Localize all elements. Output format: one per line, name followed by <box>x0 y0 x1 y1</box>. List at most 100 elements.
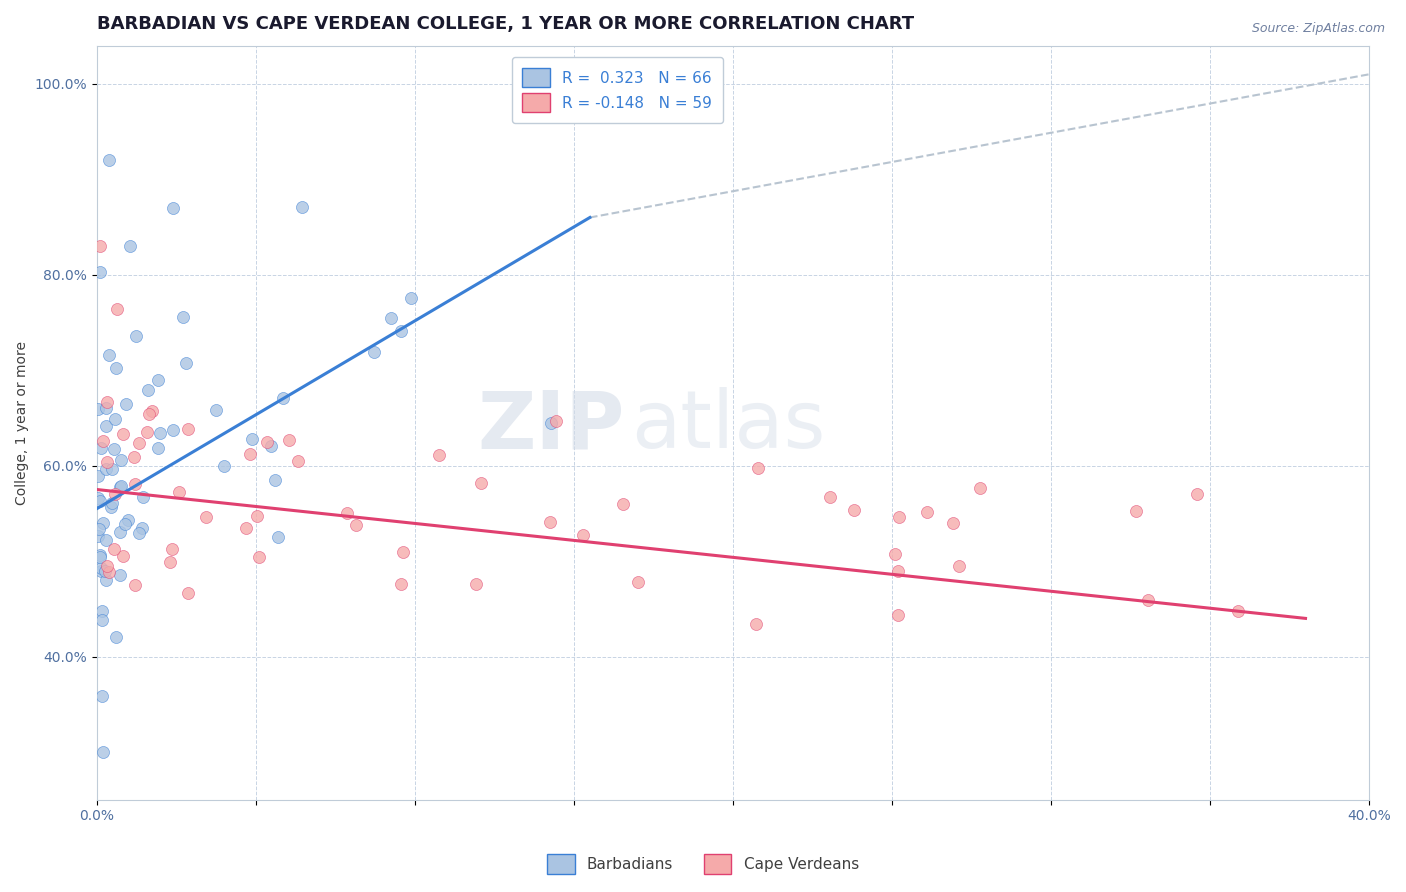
Point <box>96 533 118 548</box>
Point <box>100 461 122 475</box>
Point <box>115 397 138 411</box>
Point <box>89 265 111 279</box>
Point <box>96 559 118 574</box>
Point <box>132 490 155 504</box>
Point <box>89 550 111 565</box>
Point <box>125 329 148 343</box>
Point <box>120 239 142 253</box>
Point <box>111 549 134 563</box>
Point <box>363 345 385 359</box>
Point <box>948 558 970 573</box>
Point <box>336 507 359 521</box>
Point <box>110 479 132 493</box>
Point <box>96 395 118 409</box>
Point <box>256 435 278 450</box>
Point <box>159 555 181 569</box>
Point <box>612 496 634 510</box>
Point <box>246 508 269 523</box>
Point <box>212 459 235 474</box>
Point <box>427 448 450 462</box>
Legend: Barbadians, Cape Verdeans: Barbadians, Cape Verdeans <box>541 848 865 880</box>
Point <box>128 435 150 450</box>
Point <box>110 453 132 467</box>
Text: BARBADIAN VS CAPE VERDEAN COLLEGE, 1 YEAR OR MORE CORRELATION CHART: BARBADIAN VS CAPE VERDEAN COLLEGE, 1 YEA… <box>97 15 914 33</box>
Point <box>122 450 145 465</box>
Point <box>108 524 131 539</box>
Point <box>344 518 367 533</box>
Text: atlas: atlas <box>631 387 825 466</box>
Point <box>969 481 991 495</box>
Point <box>94 574 117 588</box>
Point <box>141 403 163 417</box>
Point <box>240 433 263 447</box>
Point <box>291 200 314 214</box>
Point <box>90 689 112 703</box>
Point <box>89 239 111 253</box>
Point <box>820 490 842 504</box>
Point <box>97 348 120 362</box>
Point <box>110 568 132 582</box>
Point <box>572 528 595 542</box>
Point <box>103 442 125 457</box>
Point <box>247 549 270 564</box>
Point <box>104 361 127 376</box>
Point <box>167 485 190 500</box>
Point <box>146 441 169 455</box>
Point <box>886 565 908 579</box>
Point <box>87 469 110 483</box>
Point <box>204 403 226 417</box>
Point <box>91 434 114 448</box>
Point <box>177 586 200 600</box>
Point <box>162 423 184 437</box>
Point <box>470 475 492 490</box>
Point <box>1185 487 1208 501</box>
Point <box>540 417 562 431</box>
Point <box>105 301 128 316</box>
Point <box>842 503 865 517</box>
Y-axis label: College, 1 year or more: College, 1 year or more <box>15 341 30 505</box>
Point <box>94 401 117 415</box>
Point <box>744 616 766 631</box>
Point <box>89 494 111 508</box>
Point <box>162 542 184 557</box>
Point <box>124 476 146 491</box>
Point <box>131 520 153 534</box>
Point <box>380 311 402 326</box>
Point <box>149 425 172 440</box>
Point <box>96 455 118 469</box>
Point <box>87 491 110 506</box>
Point <box>108 480 131 494</box>
Point <box>93 564 115 578</box>
Point <box>915 505 938 519</box>
Point <box>91 604 114 618</box>
Point <box>401 291 423 305</box>
Point <box>465 577 488 591</box>
Point <box>111 426 134 441</box>
Point <box>138 407 160 421</box>
Point <box>264 473 287 487</box>
Point <box>87 522 110 536</box>
Point <box>389 576 412 591</box>
Point <box>886 608 908 623</box>
Point <box>177 422 200 436</box>
Point <box>287 454 309 468</box>
Point <box>94 462 117 476</box>
Point <box>97 153 120 168</box>
Point <box>260 439 283 453</box>
Point <box>124 578 146 592</box>
Point <box>235 521 257 535</box>
Point <box>271 392 294 406</box>
Point <box>162 201 184 215</box>
Point <box>1137 593 1160 607</box>
Point <box>128 526 150 541</box>
Point <box>172 310 194 324</box>
Point <box>546 414 568 428</box>
Point <box>98 565 121 579</box>
Point <box>267 530 290 544</box>
Point <box>1227 604 1250 618</box>
Point <box>146 373 169 387</box>
Point <box>942 516 965 530</box>
Point <box>91 745 114 759</box>
Point <box>87 402 110 417</box>
Point <box>104 487 127 501</box>
